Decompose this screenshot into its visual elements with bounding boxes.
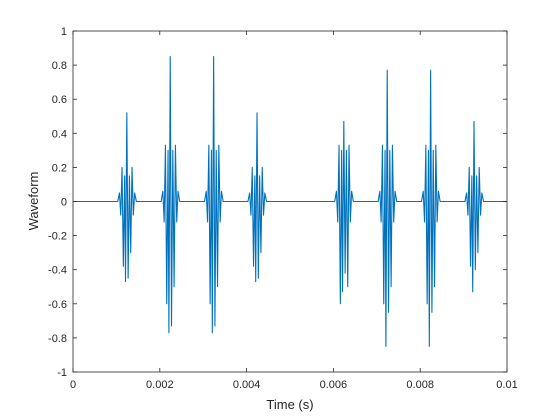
- y-tick-label: -1: [57, 367, 67, 379]
- y-tick-label: 0.2: [52, 162, 67, 174]
- x-tick-label: 0.004: [233, 379, 261, 391]
- x-tick-label: 0.006: [320, 379, 348, 391]
- y-axis-label: Waveform: [26, 172, 41, 231]
- y-tick-label: -0.6: [48, 299, 67, 311]
- x-tick-label: 0.002: [146, 379, 174, 391]
- y-tick-label: 0: [61, 197, 67, 209]
- plot-border: [72, 30, 508, 373]
- y-tick-label: 0.8: [52, 60, 67, 72]
- x-tick-label: 0.008: [406, 379, 434, 391]
- x-tick-label: 0.01: [496, 379, 517, 391]
- ticks-layer: 0 0.002 0.004 0.006 0.008 0.01 -1 -0.8 -0.6 -0.4 -…: [48, 26, 518, 391]
- y-tick-label: -0.2: [48, 231, 67, 243]
- y-tick-label: 1: [61, 26, 67, 38]
- y-tick-label: 0.4: [52, 128, 67, 140]
- y-tick-label: -0.8: [48, 333, 67, 345]
- x-axis-label: Time (s): [266, 397, 313, 412]
- y-tick-label: 0.6: [52, 94, 67, 106]
- x-tick-label: 0: [70, 379, 76, 391]
- y-tick-label: -0.4: [48, 265, 67, 277]
- waveform-series-line: [73, 56, 507, 347]
- series-layer: [73, 56, 507, 347]
